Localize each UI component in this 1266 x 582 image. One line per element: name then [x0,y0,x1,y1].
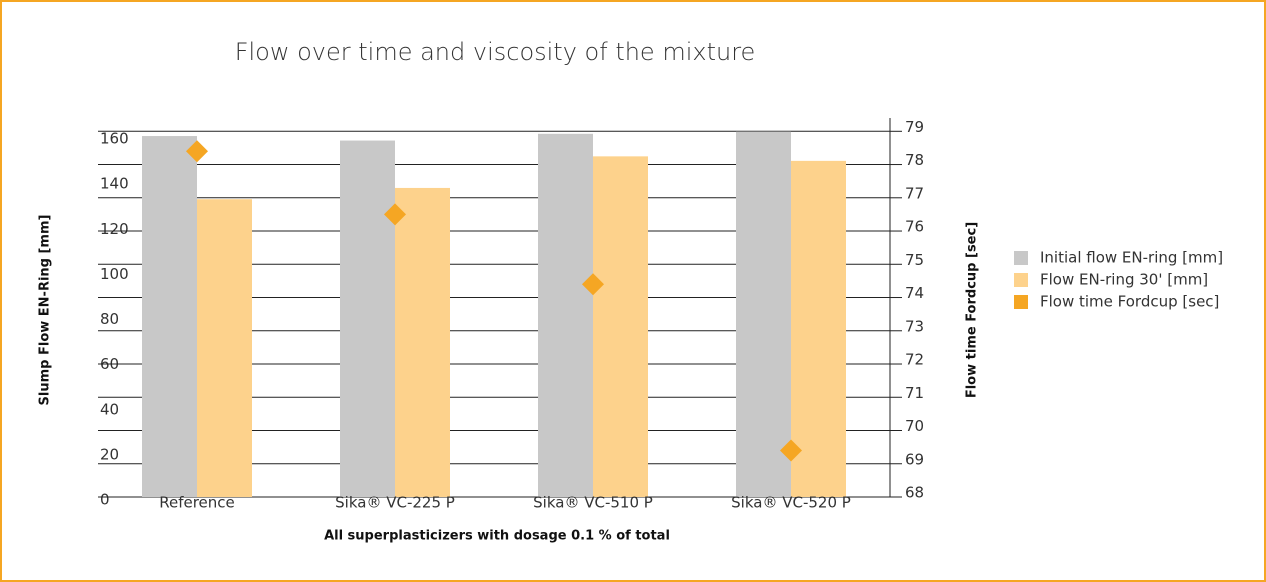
y-tick-label: 140 [100,175,129,193]
y2-tick-label: 74 [905,284,924,302]
y-tick-label: 40 [100,400,119,418]
chart-title: Flow over time and viscosity of the mixt… [235,38,756,66]
bar [538,133,593,497]
y-axis-title: Slump Flow EN-Ring [mm] [38,215,53,406]
y-tick-label: 20 [100,445,119,463]
legend-swatch [1014,273,1028,287]
x-tick-label: Sika® VC-510 P [533,494,653,512]
y2-tick-label: 68 [905,484,924,502]
bar [395,187,450,498]
diamond-marker [582,273,604,296]
y-tick-label: 120 [100,220,129,238]
y2-tick-label: 72 [905,351,924,369]
y2-tick-label: 69 [905,450,924,468]
bar [593,156,648,497]
y2-tick-label: 77 [905,184,924,202]
diamond-marker [186,140,208,163]
legend-swatch [1014,295,1028,309]
y2-tick-label: 75 [905,251,924,269]
bar [791,160,846,497]
y2-tick-label: 76 [905,218,924,236]
bar [736,131,791,498]
bar [197,199,252,497]
y2-tick-label: 78 [905,151,924,169]
x-axis-title: All superplasticizers with dosage 0.1 % … [324,529,670,544]
bar [142,136,197,498]
legend-label: Initial flow EN-ring [mm] [1040,249,1223,267]
diamond-marker [780,439,802,462]
legend-swatch [1014,251,1028,265]
legend-label: Flow time Fordcup [sec] [1040,293,1219,311]
x-tick-label: Reference [159,494,235,512]
y2-tick-label: 79 [905,118,924,136]
legend-label: Flow EN-ring 30' [mm] [1040,271,1208,289]
y-tick-label: 160 [100,130,129,148]
diamond-marker [384,203,406,226]
x-tick-label: Sika® VC-225 P [335,494,455,512]
y2-tick-label: 70 [905,417,924,435]
y-tick-label: 0 [100,491,110,509]
y2-tick-label: 71 [905,384,924,402]
y-tick-label: 80 [100,310,119,328]
y2-tick-label: 73 [905,317,924,335]
x-tick-label: Sika® VC-520 P [731,494,851,512]
y-tick-label: 100 [100,265,129,283]
bar [340,140,395,498]
y2-axis-title: Flow time Fordcup [sec] [965,222,980,398]
